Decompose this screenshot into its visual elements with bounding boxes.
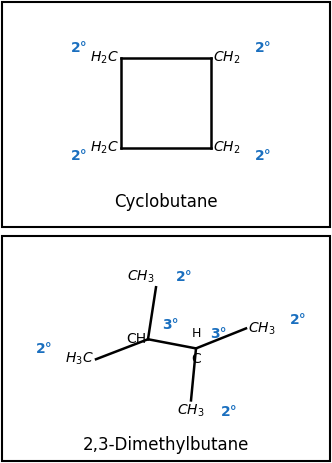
Text: 2°: 2°: [176, 270, 192, 284]
Text: $H_2C$: $H_2C$: [90, 50, 119, 66]
Text: 2°: 2°: [221, 406, 237, 419]
Text: $H_3C$: $H_3C$: [65, 351, 94, 368]
Text: $CH_2$: $CH_2$: [213, 140, 240, 156]
Text: CH: CH: [126, 332, 146, 346]
Text: 2°: 2°: [36, 342, 52, 356]
Text: $CH_2$: $CH_2$: [213, 50, 240, 66]
Text: 3°: 3°: [210, 327, 226, 341]
Text: 2°: 2°: [71, 41, 87, 55]
Text: $H_2C$: $H_2C$: [90, 140, 119, 156]
Text: 2°: 2°: [255, 149, 271, 163]
Text: 3°: 3°: [162, 318, 178, 332]
Text: 2°: 2°: [71, 149, 87, 163]
Text: $CH_3$: $CH_3$: [126, 269, 154, 285]
Text: H: H: [191, 327, 201, 340]
Text: Cyclobutane: Cyclobutane: [114, 193, 218, 211]
Text: $CH_3$: $CH_3$: [248, 320, 276, 337]
Text: 2°: 2°: [255, 41, 271, 55]
Text: 2°: 2°: [290, 313, 306, 327]
Text: $CH_3$: $CH_3$: [177, 402, 205, 419]
Text: 2,3-Dimethylbutane: 2,3-Dimethylbutane: [83, 436, 249, 454]
Text: C: C: [191, 352, 201, 366]
